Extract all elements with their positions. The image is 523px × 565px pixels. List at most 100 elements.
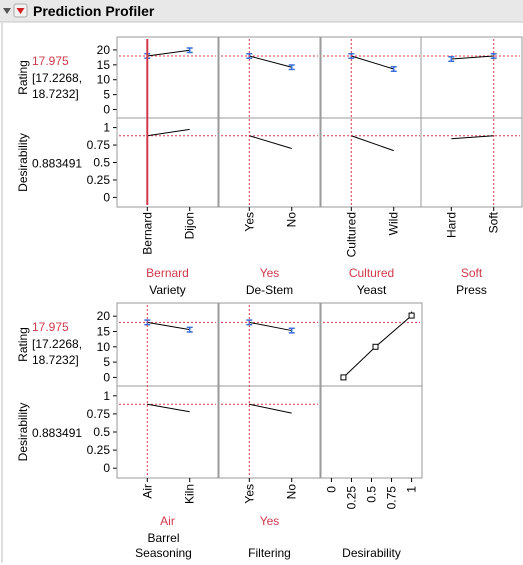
rating-profile-line — [249, 55, 292, 68]
desirability-profile-line — [147, 128, 190, 137]
desirability-panel — [218, 385, 321, 479]
factor-level-label: Air — [140, 484, 154, 499]
factor-level-label: Yes — [242, 484, 256, 504]
x-tick-label: 1 — [405, 486, 419, 493]
factor-name: Filtering — [248, 546, 291, 560]
factor-level-label: Hard — [444, 212, 458, 238]
desirability-axis-label: Desirability — [16, 403, 30, 462]
rating-tick-label: 0 — [103, 103, 110, 117]
rating-profile-line — [249, 321, 292, 332]
factor-level-label: Soft — [487, 211, 501, 233]
desirability-tick-label: 0.25 — [87, 173, 111, 187]
rating-panel — [320, 36, 423, 119]
factor-name: Seasoning — [135, 546, 192, 560]
rating-panel — [218, 36, 321, 119]
rating-tick-label: 0 — [103, 370, 110, 384]
rating-panel — [218, 302, 321, 387]
desirability-value: 0.883491 — [32, 426, 82, 440]
desirability-tick-label: 1 — [103, 389, 110, 403]
profiler-row-1: Rating 17.975 [17.2268, 18.7232] Desirabilit… — [16, 36, 523, 297]
factor-name: De-Stem — [246, 283, 293, 297]
desirability-axis-label: Desirability — [16, 133, 30, 192]
x-tick-label: 0.75 — [385, 486, 399, 510]
rating-tick-label: 15 — [97, 58, 111, 72]
desirability-panel — [116, 385, 219, 479]
desirability-tick-label: 0.75 — [87, 138, 111, 152]
desirability-column-label: Desirability — [342, 546, 401, 560]
rating-panel — [420, 36, 523, 119]
profiler-plots: Rating 17.975[17.2268,18.7232]Desirabilit… — [16, 36, 523, 560]
rating-tick-label: 10 — [97, 340, 111, 354]
desirability-panel — [320, 117, 423, 208]
rating-tick-label: 15 — [97, 324, 111, 338]
factor-level-label: Yes — [242, 212, 256, 232]
x-tick-label: 0 — [324, 486, 338, 493]
factor-current-value[interactable]: Cultured — [349, 266, 394, 280]
rating-predicted-value: 17.975 — [32, 320, 69, 334]
factor-current-value[interactable]: Air — [160, 514, 175, 528]
desirability-function-panel[interactable] — [320, 302, 423, 387]
factor-level-label: Dijon — [183, 212, 197, 239]
rating-tick-label: 10 — [97, 73, 111, 87]
desirability-profile-line — [249, 135, 292, 150]
factor-current-value[interactable]: Yes — [260, 266, 280, 280]
factor-level-label: Wild — [387, 212, 401, 235]
rating-profile-line — [147, 49, 190, 57]
factor-column-1-1: Bernard Dijon Bernard Variety — [116, 36, 219, 297]
factor-name: Barrel — [147, 531, 179, 545]
factor-level-label: No — [285, 484, 299, 500]
rating-ci-lower: [17.2268, — [32, 337, 82, 351]
x-tick-label: 0.25 — [344, 486, 358, 510]
rating-panel — [116, 36, 219, 119]
rating-tick-label: 20 — [97, 309, 111, 323]
desirability-control-point[interactable] — [340, 374, 347, 381]
rating-profile-line — [147, 321, 190, 331]
rating-ci-upper: 18.7232] — [32, 353, 79, 367]
desirability-value: 0.883491 — [32, 157, 82, 171]
factor-current-value[interactable]: Soft — [461, 266, 483, 280]
desirability-panel — [218, 117, 321, 208]
factor-level-label: No — [285, 212, 299, 228]
factor-current-value[interactable]: Bernard — [146, 266, 189, 280]
factor-level-label: Kiln — [183, 484, 197, 504]
rating-ci-upper: 18.7232] — [32, 87, 79, 101]
desirability-control-point[interactable] — [372, 343, 379, 350]
desirability-tick-label: 0 — [103, 461, 110, 475]
factor-name: Variety — [149, 283, 185, 297]
desirability-tick-label: 0 — [103, 190, 110, 204]
rating-tick-label: 5 — [103, 355, 110, 369]
profiler-title: Prediction Profiler — [33, 3, 155, 19]
desirability-tick-label: 0.25 — [87, 443, 111, 457]
factor-column-1-3: Cultured Wild Cultured Yeast — [320, 36, 423, 297]
desirability-profile-line — [249, 403, 292, 414]
factor-name: Press — [456, 283, 487, 297]
x-tick-label: 0.5 — [365, 486, 379, 503]
desirability-tick-label: 0.5 — [93, 156, 110, 170]
desirability-profile-line — [147, 403, 190, 413]
desirability-panel — [420, 117, 523, 208]
factor-name: Yeast — [357, 283, 387, 297]
rating-tick-label: 5 — [103, 88, 110, 102]
desirability-panel — [116, 117, 219, 208]
factor-level-label: Cultured — [344, 212, 358, 257]
rating-ci-lower: [17.2268, — [32, 71, 82, 85]
rating-panel — [116, 302, 219, 387]
desirability-empty-panel — [320, 385, 423, 479]
rating-axis-label: Rating — [16, 327, 30, 362]
red-triangle-icon — [16, 8, 25, 14]
rating-tick-label: 20 — [97, 43, 111, 57]
rating-axis-label: Rating — [16, 60, 30, 95]
factor-column-2-2: Yes No Yes Filtering — [218, 302, 321, 560]
factor-level-label: Bernard — [140, 212, 154, 255]
desirability-tick-label: 1 — [103, 121, 110, 135]
factor-current-value[interactable]: Yes — [260, 514, 280, 528]
desirability-profile-line — [451, 135, 494, 140]
factor-column-1-4: Hard Soft Soft Press — [420, 36, 523, 297]
profiler-header: Prediction Profiler — [0, 0, 523, 23]
rating-profile-line — [351, 55, 394, 70]
disclosure-triangle-icon[interactable] — [3, 8, 11, 14]
desirability-control-point[interactable] — [408, 312, 415, 319]
